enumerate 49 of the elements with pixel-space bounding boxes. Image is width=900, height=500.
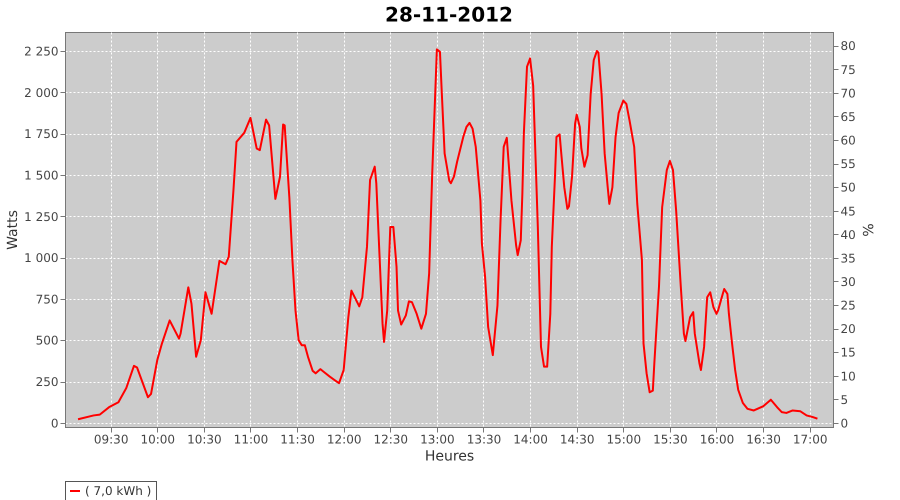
- y-tick-label: 1 250: [24, 210, 58, 224]
- x-tick-label: 15:00: [606, 432, 642, 446]
- x-tick-label: 13:00: [420, 432, 455, 446]
- x-tick-label: 14:30: [560, 432, 594, 446]
- y-tick-label: 250: [36, 375, 58, 390]
- y2-tick-label: 25: [840, 298, 856, 313]
- y2-tick-label: 60: [840, 134, 856, 148]
- y2-tick-label: 45: [840, 204, 856, 218]
- x-tick-label: 17:00: [792, 432, 828, 446]
- x-tick-label: 10:00: [140, 432, 176, 446]
- x-tick-label: 11:30: [280, 432, 315, 446]
- y2-tick-label: 75: [840, 62, 856, 77]
- y2-tick-label: 5: [840, 392, 848, 407]
- y-tick-label: 1 500: [24, 168, 58, 182]
- y2-tick-label: 35: [840, 251, 856, 266]
- x-tick-label: 16:30: [746, 432, 781, 446]
- y-tick-label: 500: [36, 334, 58, 348]
- y2-tick-label: 15: [840, 346, 856, 360]
- x-tick-label: 13:30: [466, 432, 502, 446]
- y-tick-label: 2 250: [24, 44, 58, 59]
- x-tick-label: 16:00: [700, 432, 734, 446]
- y2-tick-label: 80: [840, 39, 856, 54]
- y2-tick-label: 65: [840, 110, 856, 124]
- y-axis-title: Watts: [5, 210, 22, 250]
- y2-tick-label: 10: [840, 369, 856, 384]
- x-tick-label: 15:30: [653, 432, 688, 446]
- x-tick-label: 12:30: [373, 432, 408, 446]
- chart-title: 28-11-2012: [385, 2, 513, 26]
- y2-tick-label: 40: [840, 228, 856, 242]
- y2-tick-label: 30: [840, 275, 856, 289]
- y-tick-label: 1 000: [24, 251, 58, 266]
- x-tick-label: 09:30: [94, 432, 128, 446]
- y2-tick-label: 0: [840, 416, 848, 430]
- y-tick-label: 1 750: [24, 127, 58, 142]
- y2-axis-title: %: [858, 223, 875, 237]
- y-tick-label: 750: [36, 292, 58, 306]
- line-series: [77, 48, 818, 420]
- y-tick-label: 0: [50, 416, 58, 430]
- x-tick-label: 11:00: [234, 432, 268, 446]
- x-tick-label: 10:30: [187, 432, 222, 446]
- y-tick-label: 2 000: [24, 86, 58, 100]
- y2-tick-label: 55: [840, 157, 856, 172]
- x-axis-title: Heures: [424, 448, 474, 464]
- y2-tick-label: 70: [840, 86, 856, 100]
- y2-tick-label: 20: [840, 322, 856, 336]
- x-tick-label: 12:00: [326, 432, 362, 446]
- y2-tick-label: 50: [840, 180, 856, 195]
- x-tick-label: 14:00: [513, 432, 548, 446]
- legend-label: ( 7,0 kWh ): [85, 484, 152, 498]
